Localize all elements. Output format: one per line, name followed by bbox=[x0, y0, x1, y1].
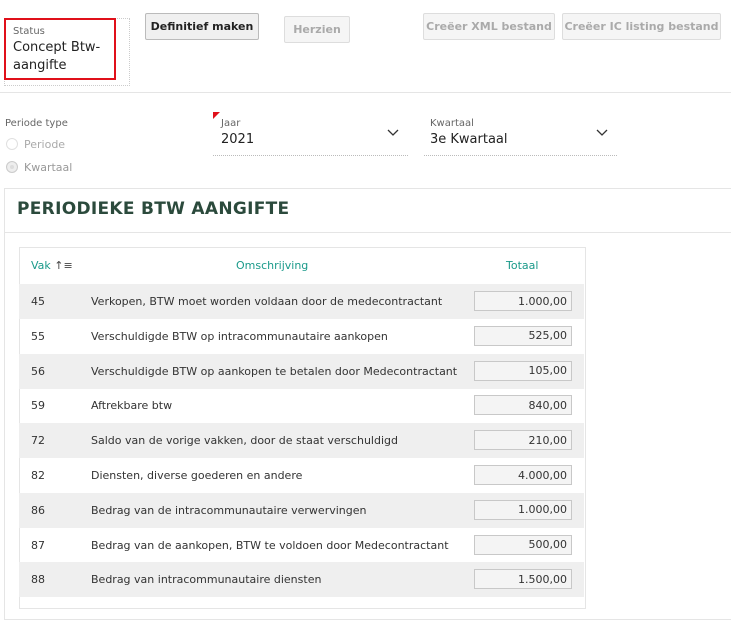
table-row: 72 Saldo van de vorige vakken, door de st… bbox=[19, 423, 584, 459]
table-row: 88 Bedrag van intracommunautaire diensten… bbox=[19, 562, 584, 598]
total-field: 1.500,00 bbox=[474, 569, 572, 590]
radio-label: Periode bbox=[24, 138, 66, 151]
table-row: 55 Verschuldigde BTW op intracommunautair… bbox=[19, 319, 584, 354]
description-cell: Bedrag van de aankopen, BTW te voldoen d… bbox=[91, 538, 449, 552]
underline bbox=[424, 155, 617, 156]
table-row: 82 Diensten, diverse goederen en andere 4.… bbox=[19, 458, 584, 493]
vak-cell: 82 bbox=[31, 469, 45, 482]
table-row: 87 Bedrag van de aankopen, BTW te voldoen… bbox=[19, 528, 584, 563]
year-label: Jaar bbox=[221, 118, 241, 129]
total-field: 105,00 bbox=[474, 360, 572, 381]
description-cell: Verkopen, BTW moet worden voldaan door d… bbox=[91, 295, 443, 308]
chevron bbox=[387, 129, 399, 136]
quarter-label: Kwartaal bbox=[430, 118, 474, 129]
required-marker bbox=[213, 112, 220, 119]
vak-cell: 72 bbox=[31, 434, 45, 448]
column-header: Totaal bbox=[506, 259, 539, 272]
status-label: Status bbox=[13, 26, 45, 37]
page: Status Concept Btw-aangifte Definitief m… bbox=[0, 13, 731, 620]
description-cell: Diensten, diverse goederen en andere bbox=[91, 469, 303, 482]
total-field: 1.000,00 bbox=[474, 291, 572, 311]
button[interactable]: Creëer XML bestand bbox=[423, 13, 555, 40]
description-cell: Aftrekbare btw bbox=[91, 399, 173, 413]
section-title: PERIODIEKE BTW AANGIFTE bbox=[17, 199, 290, 219]
status-box: Status Concept Btw-aangifte bbox=[4, 18, 116, 80]
description-cell: Bedrag van de intracommunautaire verwerv… bbox=[91, 503, 367, 517]
table-row: 45 Verkopen, BTW moet worden voldaan door… bbox=[19, 284, 584, 319]
column-header[interactable]: Vak ↑≡ bbox=[31, 259, 73, 272]
radio-label: Kwartaal bbox=[24, 161, 73, 174]
divider bbox=[0, 92, 731, 93]
total-field: 840,00 bbox=[474, 395, 572, 416]
vak-cell: 87 bbox=[31, 538, 45, 552]
year-value[interactable]: 2021 bbox=[221, 132, 255, 147]
vak-cell: 88 bbox=[31, 573, 45, 587]
description-cell: Verschuldigde BTW op aankopen te betalen… bbox=[91, 364, 458, 378]
divider bbox=[4, 232, 731, 233]
radio-selected[interactable] bbox=[6, 161, 18, 173]
button[interactable]: Herzien bbox=[284, 16, 350, 43]
column-header: Omschrijving bbox=[236, 259, 309, 272]
total-field: 210,00 bbox=[474, 430, 572, 451]
total-field: 525,00 bbox=[474, 325, 572, 346]
underline bbox=[213, 155, 408, 156]
vak-cell: 59 bbox=[31, 399, 45, 413]
vak-cell: 55 bbox=[31, 329, 45, 343]
description-cell: Bedrag van intracommunautaire diensten bbox=[91, 573, 322, 587]
chevron bbox=[596, 129, 608, 136]
table-row: 56 Verschuldigde BTW op aankopen te betal… bbox=[19, 353, 584, 389]
radio[interactable] bbox=[6, 138, 18, 150]
quarter-value[interactable]: 3e Kwartaal bbox=[430, 132, 508, 147]
vak-cell: 45 bbox=[31, 295, 45, 308]
description-cell: Verschuldigde BTW op intracommunautaire … bbox=[91, 329, 388, 343]
button[interactable]: Creëer IC listing bestand bbox=[562, 13, 721, 40]
period-type-label: Periode type bbox=[5, 118, 68, 129]
vak-cell: 56 bbox=[31, 364, 45, 378]
header-text: Vak bbox=[31, 259, 51, 272]
description-cell: Saldo van de vorige vakken, door de staa… bbox=[91, 434, 398, 448]
status-value: Concept Btw-aangifte bbox=[13, 40, 101, 73]
button[interactable]: Definitief maken bbox=[145, 13, 259, 40]
vak-cell: 86 bbox=[31, 503, 45, 517]
total-field: 500,00 bbox=[474, 534, 572, 555]
table-row: 59 Aftrekbare btw 840,00 bbox=[19, 388, 584, 423]
total-field: 4.000,00 bbox=[474, 465, 572, 485]
table-row: 86 Bedrag van de intracommunautaire verwe… bbox=[19, 492, 584, 528]
total-field: 1.000,00 bbox=[474, 499, 572, 520]
